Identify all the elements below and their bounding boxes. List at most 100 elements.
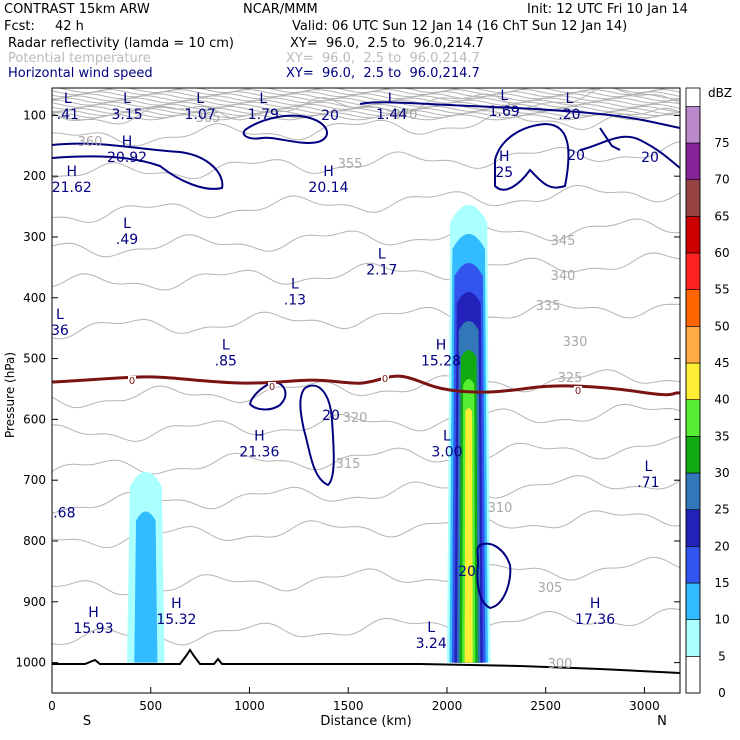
extremum-marker: H [88, 605, 99, 621]
wind-contour-label: 20 [322, 408, 340, 424]
theta-contour-label: 345 [551, 234, 576, 249]
extremum-value: .41 [57, 107, 79, 123]
theta-contour-label: 340 [551, 269, 576, 284]
colorbar-swatch [685, 179, 701, 217]
colorbar-swatch [685, 399, 701, 437]
extremum-value: 25 [495, 165, 513, 181]
extremum-value: 3.24 [416, 636, 447, 652]
colorbar-swatch [685, 252, 701, 290]
org-name: NCAR/MMM [243, 2, 318, 17]
colorbar-swatch [685, 619, 701, 657]
extremum-value: 1.44 [376, 107, 407, 123]
colorbar-swatch [685, 142, 701, 180]
wind-contour-label: 20 [567, 148, 585, 164]
wind-contour [52, 142, 224, 190]
y-tick-label: 500 [23, 352, 46, 366]
colorbar-level-label: 50 [714, 319, 729, 333]
extremum-value: 21.36 [239, 445, 279, 461]
theta-contour-label: 300 [548, 657, 573, 672]
colorbar-level-label: 35 [714, 429, 729, 443]
wind-contour-label: 20 [321, 108, 339, 124]
extremum-marker: H [323, 164, 334, 180]
fcst-value: 42 h [55, 19, 84, 34]
extremum-value: 2.68 [44, 506, 75, 522]
theta-contour-label: 365 [196, 111, 221, 126]
theta-contour-upper [52, 110, 680, 117]
colorbar-swatch [685, 289, 701, 327]
x-tick-label: 0 [48, 699, 56, 713]
extremum-value: .85 [215, 353, 237, 369]
extremum-value: 1.69 [489, 104, 520, 120]
extremum-value: 3.15 [111, 107, 142, 123]
colorbar-level-label: 75 [714, 136, 729, 150]
extremum-value: .13 [284, 293, 306, 309]
y-tick-label: 400 [23, 291, 46, 305]
theta-contour-label: 325 [558, 371, 583, 386]
theta-contour-upper [52, 114, 680, 121]
theta-contour-upper [52, 91, 680, 98]
colorbar-swatch [685, 106, 701, 144]
y-tick-label: 1000 [15, 656, 46, 670]
extremum-marker: L [644, 459, 652, 475]
extremum-marker: H [254, 429, 265, 445]
extremum-marker: L [291, 277, 299, 293]
colorbar-frame [685, 87, 701, 694]
extremum-marker: H [122, 134, 133, 150]
extremum-value: 1.79 [248, 107, 279, 123]
theta-contour [52, 88, 680, 125]
theta-contour [52, 141, 680, 180]
wind-contour [599, 127, 621, 151]
wind-contour-label: 20 [641, 150, 659, 166]
theta-contour-upper [52, 95, 680, 102]
extremum-value: .49 [116, 232, 138, 248]
extremum-value: 21.62 [52, 180, 92, 196]
reflectivity-band-10-dbz [134, 511, 158, 663]
theta-contour-label: 315 [336, 457, 361, 472]
field-name-wind: Horizontal wind speed [8, 66, 153, 81]
colorbar-level-label: 30 [714, 466, 729, 480]
x-end-label-right: N [657, 714, 667, 729]
theta-contour [52, 436, 680, 475]
theta-contour-label: 330 [563, 335, 588, 350]
wind-contour [494, 122, 570, 191]
colorbar-swatch [685, 472, 701, 510]
freezing-level-label: 0 [129, 376, 135, 387]
x-tick-label: 2500 [530, 699, 561, 713]
theta-contour-label: 305 [538, 581, 563, 596]
colorbar: dBZ 0 5 10 15 20 25 30 35 40 45 50 55 60 65 70 75 [685, 86, 732, 700]
colorbar-level-label: 15 [714, 576, 729, 590]
y-axis-label: Pressure (hPa) [3, 352, 17, 438]
extremum-value: 15.93 [73, 621, 113, 637]
theta-contour [52, 185, 680, 224]
extremum-marker: L [259, 91, 267, 107]
theta-contour-label: 335 [536, 299, 561, 314]
theta-contour-label: 320 [343, 411, 368, 426]
extremum-marker: L [123, 216, 131, 232]
colorbar-level-label: 45 [714, 356, 729, 370]
freezing-level-label: 0 [575, 386, 581, 397]
extremum-marker: H [66, 164, 77, 180]
init-time: Init: 12 UTC Fri 10 Jan 14 [527, 2, 688, 17]
field-name-theta: Potential temperature [8, 51, 151, 66]
y-tick-label: 700 [23, 473, 46, 487]
extremum-marker: L [427, 620, 435, 636]
valid-time: Valid: 06 UTC Sun 12 Jan 14 (16 ChT Sun … [292, 19, 628, 34]
extremum-marker: H [499, 149, 510, 165]
colorbar-level-label: 40 [714, 393, 729, 407]
y-tick-label: 600 [23, 412, 46, 426]
extremum-value: 36 [51, 323, 69, 339]
extremum-marker: L [388, 91, 396, 107]
colorbar-level-label: 60 [714, 246, 729, 260]
extremum-marker: H [171, 596, 182, 612]
extremum-marker: L [196, 91, 204, 107]
theta-contour-upper [52, 112, 680, 119]
freezing-level-label-bg [381, 374, 389, 383]
colorbar-swatch [685, 436, 701, 474]
wind-contour [476, 542, 512, 610]
theta-contour [52, 369, 680, 409]
extremum-marker: H [436, 337, 447, 353]
freezing-level-label: 0 [269, 382, 275, 393]
field-name-reflectivity: Radar reflectivity (lamda = 10 cm) [8, 36, 234, 51]
